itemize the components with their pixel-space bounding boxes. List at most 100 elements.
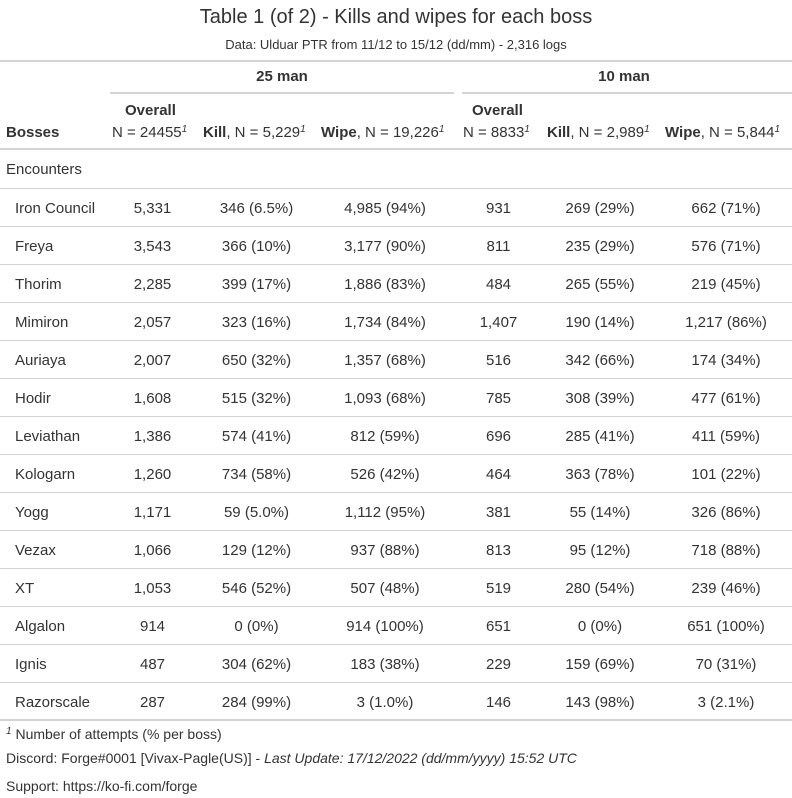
cell-kill-10: 143 (98%) bbox=[565, 694, 635, 711]
cell-kill-25: 0 (0%) bbox=[234, 618, 279, 635]
table-row: Yogg 1,171 59 (5.0%) 1,112 (95%) 381 55 (14%)… bbox=[0, 492, 792, 530]
cell-boss: Razorscale bbox=[15, 694, 91, 711]
cell-wipe-25: 507 (48%) bbox=[350, 580, 420, 597]
cell-overall-10: 146 bbox=[485, 694, 512, 711]
cell-kill-10: 269 (29%) bbox=[565, 200, 635, 217]
cell-boss: Iron Council bbox=[15, 200, 96, 217]
header-overall-10-label: Overall bbox=[472, 102, 523, 119]
cell-kill-25: 304 (62%) bbox=[221, 656, 292, 673]
cell-overall-25: 1,260 bbox=[133, 466, 172, 483]
footnote-discord: Discord: Forge#0001 [Vivax-Pagle(US)] - … bbox=[6, 750, 577, 766]
cell-wipe-25: 3 (1.0%) bbox=[356, 694, 414, 711]
cell-wipe-25: 1,357 (68%) bbox=[344, 352, 426, 369]
cell-overall-10: 381 bbox=[485, 504, 512, 521]
cell-kill-10: 55 (14%) bbox=[569, 504, 631, 521]
cell-overall-10: 811 bbox=[486, 238, 511, 255]
cell-kill-10: 363 (78%) bbox=[565, 466, 635, 483]
table-row: Hodir 1,608 515 (32%) 1,093 (68%) 785 308 (39… bbox=[0, 378, 792, 416]
cell-kill-10: 0 (0%) bbox=[577, 618, 623, 635]
cell-overall-10: 516 bbox=[485, 352, 512, 369]
group-label-encounters: Encounters bbox=[6, 161, 82, 178]
cell-overall-25: 1,386 bbox=[133, 428, 172, 445]
cell-kill-10: 308 (39%) bbox=[565, 390, 635, 407]
cell-overall-10: 464 bbox=[485, 466, 512, 483]
cell-wipe-10: 70 (31%) bbox=[695, 656, 757, 673]
cell-kill-10: 159 (69%) bbox=[565, 656, 635, 673]
bottom-rule bbox=[0, 719, 792, 721]
header-kill-25: Kill, N = 5,2291 bbox=[203, 124, 306, 141]
cell-kill-10: 95 (12%) bbox=[569, 542, 631, 559]
cell-overall-10: 785 bbox=[485, 390, 512, 407]
cell-overall-10: 696 bbox=[485, 428, 512, 445]
cell-wipe-25: 4,985 (94%) bbox=[344, 200, 426, 217]
cell-overall-10: 484 bbox=[485, 276, 512, 293]
header-overall-10-n: N = 88331 bbox=[463, 124, 530, 141]
cell-wipe-25: 1,112 (95%) bbox=[344, 504, 426, 521]
spanner-10-man-line bbox=[462, 92, 792, 94]
cell-wipe-25: 3,177 (90%) bbox=[344, 238, 426, 255]
cell-kill-10: 265 (55%) bbox=[565, 276, 635, 293]
cell-kill-10: 285 (41%) bbox=[565, 428, 635, 445]
cell-kill-25: 323 (16%) bbox=[221, 314, 292, 331]
table-row: Razorscale 287 284 (99%) 3 (1.0%) 146 143 (98… bbox=[0, 682, 792, 720]
cell-kill-25: 734 (58%) bbox=[221, 466, 292, 483]
cell-overall-25: 1,171 bbox=[133, 504, 172, 521]
cell-wipe-25: 1,734 (84%) bbox=[344, 314, 426, 331]
header-kill-10: Kill, N = 2,9891 bbox=[547, 124, 650, 141]
table-row: Auriaya 2,007 650 (32%) 1,357 (68%) 516 342 (… bbox=[0, 340, 792, 378]
cell-overall-25: 2,007 bbox=[133, 352, 172, 369]
cell-overall-25: 914 bbox=[139, 618, 166, 635]
cell-boss: Algalon bbox=[15, 618, 66, 635]
cell-wipe-10: 326 (86%) bbox=[691, 504, 761, 521]
cell-overall-25: 5,331 bbox=[133, 200, 172, 217]
cell-overall-10: 229 bbox=[485, 656, 512, 673]
cell-wipe-10: 3 (2.1%) bbox=[697, 694, 755, 711]
table-row: Iron Council 5,331 346 (6.5%) 4,985 (94%) 93… bbox=[0, 188, 792, 226]
cell-kill-10: 342 (66%) bbox=[565, 352, 635, 369]
cell-boss: Mimiron bbox=[15, 314, 69, 331]
cell-wipe-10: 576 (71%) bbox=[691, 238, 761, 255]
cell-overall-25: 3,543 bbox=[133, 238, 172, 255]
cell-wipe-25: 914 (100%) bbox=[346, 618, 424, 635]
cell-kill-25: 399 (17%) bbox=[221, 276, 292, 293]
footnote-attempts: 1 Number of attempts (% per boss) bbox=[6, 726, 222, 742]
cell-wipe-10: 1,217 (86%) bbox=[685, 314, 767, 331]
header-overall-25-n: N = 244551 bbox=[112, 124, 188, 141]
cell-overall-25: 1,066 bbox=[133, 542, 172, 559]
header-wipe-25: Wipe, N = 19,2261 bbox=[321, 124, 445, 141]
cell-kill-25: 284 (99%) bbox=[221, 694, 292, 711]
cell-wipe-25: 937 (88%) bbox=[350, 542, 420, 559]
cell-overall-25: 1,053 bbox=[133, 580, 172, 597]
cell-kill-25: 129 (12%) bbox=[221, 542, 292, 559]
cell-kill-10: 235 (29%) bbox=[565, 238, 635, 255]
table-row: Kologarn 1,260 734 (58%) 526 (42%) 464 363 (7… bbox=[0, 454, 792, 492]
cell-boss: XT bbox=[15, 580, 35, 597]
table-row: Ignis 487 304 (62%) 183 (38%) 229 159 (69%) 70… bbox=[0, 644, 792, 682]
table-row: Leviathan 1,386 574 (41%) 812 (59%) 696 285 (… bbox=[0, 416, 792, 454]
cell-boss: Kologarn bbox=[15, 466, 76, 483]
table-row: Thorim 2,285 399 (17%) 1,886 (83%) 484 265 (5… bbox=[0, 264, 792, 302]
cell-overall-10: 931 bbox=[485, 200, 512, 217]
cell-wipe-10: 219 (45%) bbox=[691, 276, 761, 293]
table-row: Freya 3,543 366 (10%) 3,177 (90%) 811 235 (29… bbox=[0, 226, 792, 264]
cell-wipe-25: 812 (59%) bbox=[350, 428, 420, 445]
cell-overall-25: 2,285 bbox=[133, 276, 172, 293]
spanner-25-man: 25 man bbox=[256, 68, 308, 85]
cell-kill-25: 59 (5.0%) bbox=[223, 504, 290, 521]
cell-wipe-10: 174 (34%) bbox=[691, 352, 761, 369]
cell-wipe-10: 411 (59%) bbox=[691, 428, 761, 445]
cell-kill-25: 546 (52%) bbox=[221, 580, 292, 597]
cell-boss: Freya bbox=[15, 238, 54, 255]
cell-overall-25: 287 bbox=[139, 694, 166, 711]
header-overall-25-label: Overall bbox=[125, 102, 176, 119]
cell-boss: Leviathan bbox=[15, 428, 81, 445]
cell-kill-25: 346 (6.5%) bbox=[219, 200, 294, 217]
table-row: XT 1,053 546 (52%) 507 (48%) 519 280 (54%) 239… bbox=[0, 568, 792, 606]
table-subtitle: Data: Ulduar PTR from 11/12 to 15/12 (dd… bbox=[225, 37, 567, 52]
cell-wipe-10: 718 (88%) bbox=[691, 542, 761, 559]
spanner-25-man-line bbox=[110, 92, 454, 94]
cell-overall-10: 1,407 bbox=[479, 314, 518, 331]
cell-kill-25: 366 (10%) bbox=[221, 238, 292, 255]
cell-overall-25: 487 bbox=[139, 656, 166, 673]
cell-wipe-25: 183 (38%) bbox=[350, 656, 420, 673]
